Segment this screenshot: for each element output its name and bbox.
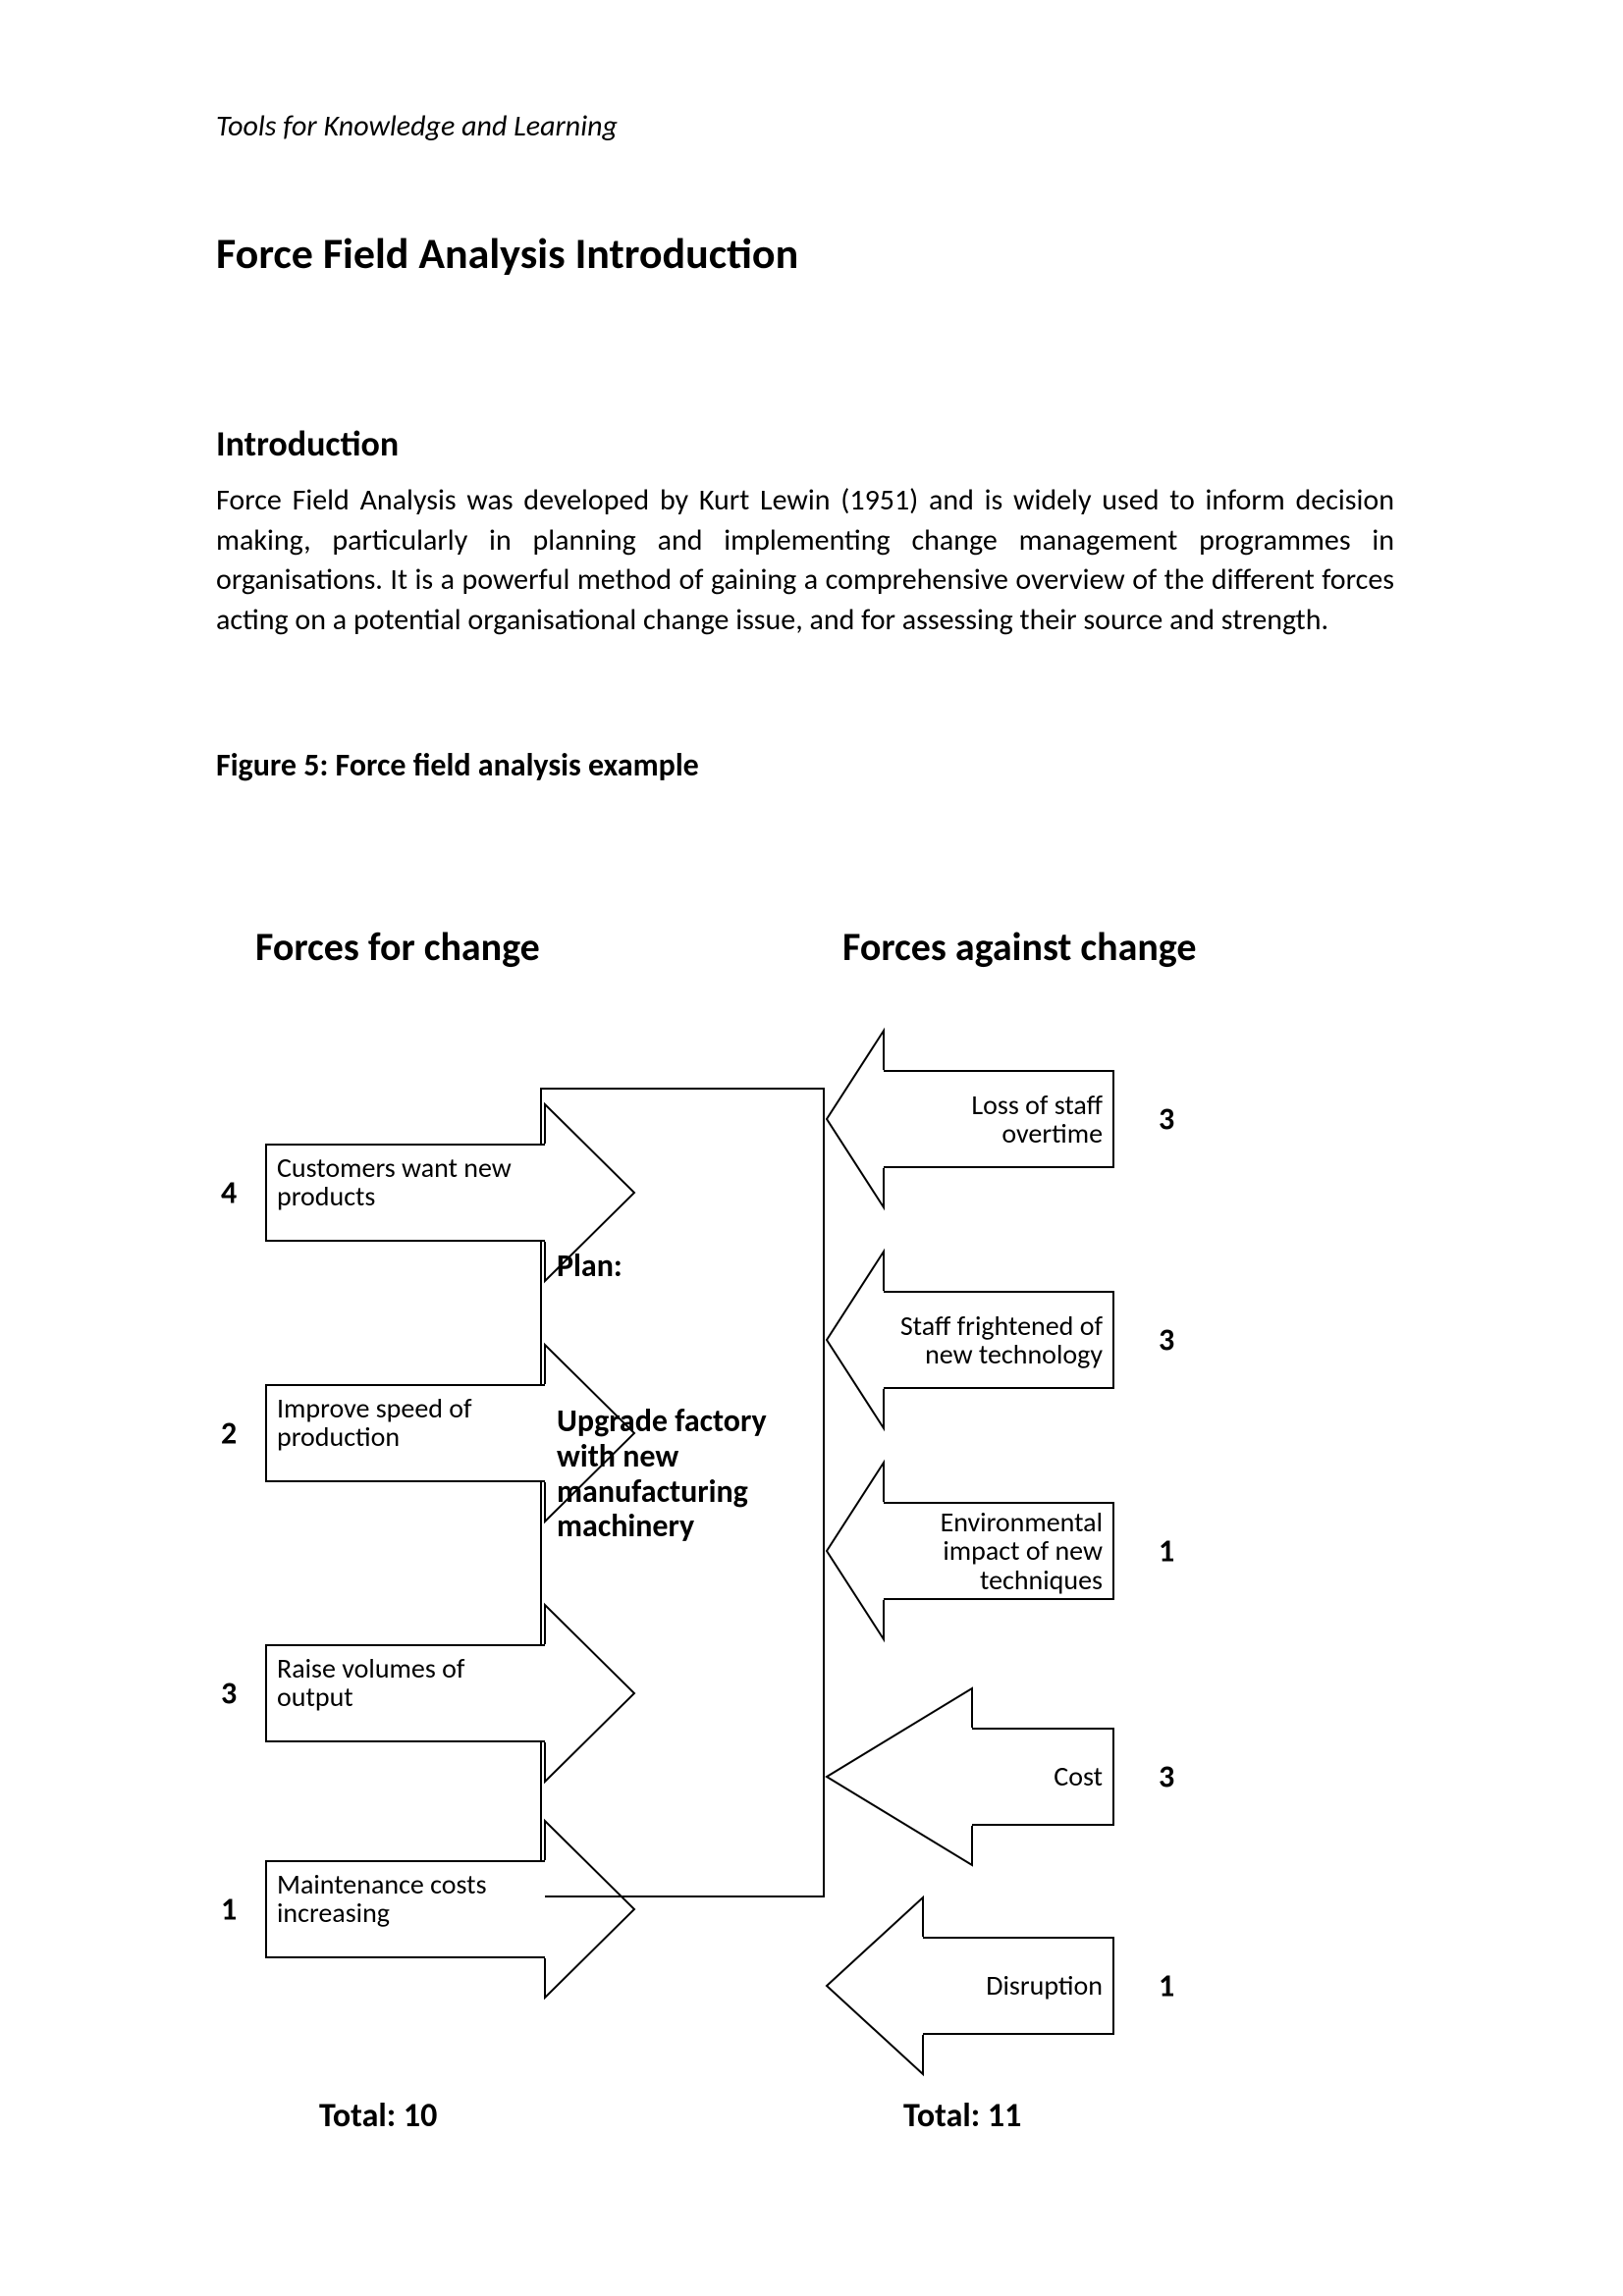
force-score: 1	[1159, 1532, 1174, 1571]
arrow-right-icon	[543, 1605, 636, 1782]
document-page: Tools for Knowledge and Learning Force F…	[0, 0, 1623, 2296]
force-label: Disruption	[923, 1937, 1114, 2035]
total-against: Total: 11	[903, 2096, 1021, 2136]
force-score: 1	[1159, 1967, 1174, 2005]
force-score: 4	[221, 1174, 237, 1212]
section-heading-introduction: Introduction	[216, 422, 399, 465]
arrow-right-icon	[543, 1821, 636, 1998]
page-title: Force Field Analysis Introduction	[216, 227, 798, 280]
arrow-right-icon	[543, 1104, 636, 1281]
intro-paragraph: Force Field Analysis was developed by Ku…	[216, 481, 1394, 640]
force-label: Loss of staff overtime	[884, 1070, 1114, 1168]
force-score: 3	[1159, 1758, 1174, 1796]
total-for: Total: 10	[319, 2096, 437, 2136]
running-header: Tools for Knowledge and Learning	[216, 108, 618, 144]
force-label: Environmental impact of new techniques	[884, 1502, 1114, 1600]
force-score: 3	[221, 1675, 237, 1713]
arrow-left-icon	[825, 1463, 886, 1639]
force-score: 2	[221, 1415, 237, 1453]
force-label: Raise volumes of output	[265, 1644, 545, 1742]
force-score: 1	[221, 1891, 237, 1929]
figure-caption: Figure 5: Force field analysis example	[216, 746, 699, 784]
force-field-diagram: Forces for change Forces against change …	[216, 883, 1394, 2228]
heading-forces-against: Forces against change	[842, 923, 1196, 971]
force-label: Maintenance costs increasing	[265, 1860, 545, 1958]
force-score: 3	[1159, 1321, 1174, 1360]
force-label: Staff frightened of new technology	[884, 1291, 1114, 1389]
force-score: 3	[1159, 1100, 1174, 1139]
heading-forces-for: Forces for change	[255, 923, 540, 971]
arrow-left-icon	[825, 1688, 974, 1865]
arrow-left-icon	[825, 1252, 886, 1428]
arrow-left-icon	[825, 1897, 925, 2074]
arrow-left-icon	[825, 1031, 886, 1207]
arrow-right-icon	[543, 1345, 636, 1522]
force-label: Improve speed of production	[265, 1384, 545, 1482]
force-label: Cost	[972, 1728, 1114, 1826]
force-label: Customers want new products	[265, 1144, 545, 1242]
